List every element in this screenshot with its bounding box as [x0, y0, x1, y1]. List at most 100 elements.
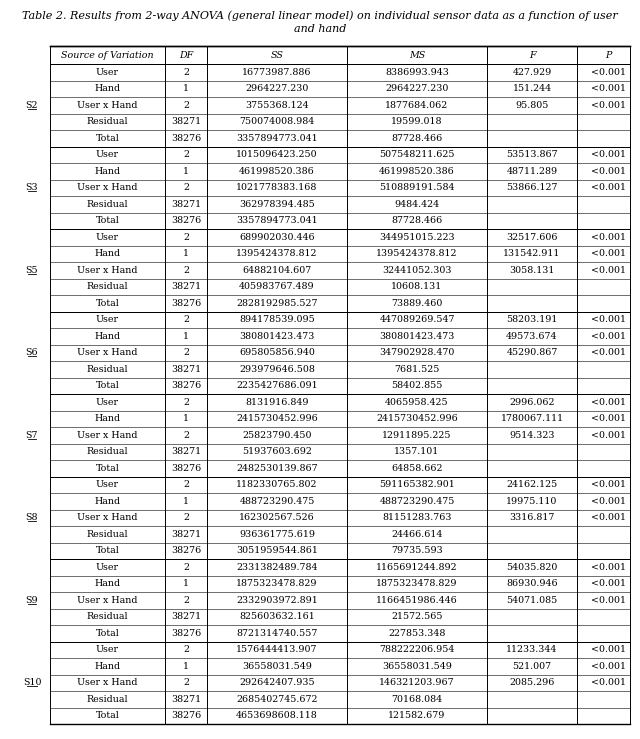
Text: 54035.820: 54035.820 [506, 563, 557, 572]
Text: Residual: Residual [86, 447, 128, 456]
Text: 1: 1 [183, 415, 189, 423]
Text: User: User [96, 563, 119, 572]
Text: 293979646.508: 293979646.508 [239, 365, 315, 374]
Text: <0.001: <0.001 [591, 233, 626, 242]
Text: 405983767.489: 405983767.489 [239, 282, 315, 291]
Text: <0.001: <0.001 [591, 167, 626, 176]
Text: 38271: 38271 [171, 200, 201, 208]
Text: <0.001: <0.001 [591, 316, 626, 324]
Text: DF: DF [179, 50, 193, 60]
Text: 1875323478.829: 1875323478.829 [236, 579, 317, 588]
Text: 24162.125: 24162.125 [506, 480, 557, 489]
Text: 488723290.475: 488723290.475 [380, 497, 454, 505]
Text: User: User [96, 68, 119, 77]
Text: 362978394.485: 362978394.485 [239, 200, 315, 208]
Text: 4065958.425: 4065958.425 [385, 398, 449, 406]
Text: 1395424378.812: 1395424378.812 [376, 249, 458, 258]
Text: 1015096423.250: 1015096423.250 [236, 150, 318, 159]
Text: 2: 2 [183, 645, 189, 654]
Text: 1395424378.812: 1395424378.812 [236, 249, 317, 258]
Text: Residual: Residual [86, 695, 128, 704]
Text: 1165691244.892: 1165691244.892 [376, 563, 458, 572]
Text: 380801423.473: 380801423.473 [239, 332, 315, 341]
Text: 2331382489.784: 2331382489.784 [236, 563, 317, 572]
Text: 1: 1 [183, 249, 189, 258]
Text: 24466.614: 24466.614 [391, 530, 443, 539]
Text: Hand: Hand [95, 167, 120, 176]
Text: 64858.662: 64858.662 [391, 464, 443, 473]
Text: 2: 2 [183, 431, 189, 440]
Text: 79735.593: 79735.593 [391, 546, 443, 555]
Text: 2: 2 [183, 678, 189, 687]
Text: Residual: Residual [86, 282, 128, 291]
Text: <0.001: <0.001 [591, 497, 626, 505]
Text: 2: 2 [183, 316, 189, 324]
Text: Total: Total [95, 217, 120, 225]
Text: User: User [96, 316, 119, 324]
Text: 70168.084: 70168.084 [392, 695, 443, 704]
Text: 10608.131: 10608.131 [392, 282, 443, 291]
Text: User x Hand: User x Hand [77, 678, 138, 687]
Text: 3357894773.041: 3357894773.041 [236, 217, 318, 225]
Text: 1182330765.802: 1182330765.802 [236, 480, 317, 489]
Text: 2: 2 [183, 101, 189, 110]
Text: 32441052.303: 32441052.303 [382, 266, 452, 275]
Text: Total: Total [95, 546, 120, 555]
Text: <0.001: <0.001 [591, 150, 626, 159]
Text: 51937603.692: 51937603.692 [242, 447, 312, 456]
Text: 36558031.549: 36558031.549 [242, 661, 312, 671]
Text: 1: 1 [183, 497, 189, 505]
Text: 689902030.446: 689902030.446 [239, 233, 315, 242]
Text: 510889191.584: 510889191.584 [380, 183, 455, 192]
Text: 461998520.386: 461998520.386 [379, 167, 455, 176]
Text: 507548211.625: 507548211.625 [380, 150, 455, 159]
Text: 48711.289: 48711.289 [506, 167, 557, 176]
Text: Total: Total [95, 299, 120, 307]
Text: 73889.460: 73889.460 [391, 299, 443, 307]
Text: 894178539.095: 894178539.095 [239, 316, 315, 324]
Text: S5: S5 [26, 266, 38, 275]
Text: 1: 1 [183, 661, 189, 671]
Text: 38276: 38276 [171, 381, 201, 390]
Text: 227853.348: 227853.348 [388, 629, 445, 638]
Text: 788222206.954: 788222206.954 [380, 645, 454, 654]
Text: 2482530139.867: 2482530139.867 [236, 464, 318, 473]
Text: Total: Total [95, 629, 120, 638]
Text: 380801423.473: 380801423.473 [380, 332, 454, 341]
Text: 162302567.526: 162302567.526 [239, 514, 315, 522]
Text: 1: 1 [183, 579, 189, 588]
Text: 3357894773.041: 3357894773.041 [236, 134, 318, 143]
Text: 146321203.967: 146321203.967 [379, 678, 455, 687]
Text: 2: 2 [183, 514, 189, 522]
Text: 2: 2 [183, 183, 189, 192]
Text: <0.001: <0.001 [591, 480, 626, 489]
Text: Residual: Residual [86, 200, 128, 208]
Text: 3316.817: 3316.817 [509, 514, 555, 522]
Text: 1576444413.907: 1576444413.907 [236, 645, 317, 654]
Text: Total: Total [95, 711, 120, 721]
Text: <0.001: <0.001 [591, 579, 626, 588]
Text: 1166451986.446: 1166451986.446 [376, 596, 458, 605]
Text: <0.001: <0.001 [591, 596, 626, 605]
Text: 825603632.161: 825603632.161 [239, 612, 315, 621]
Text: 64882104.607: 64882104.607 [243, 266, 312, 275]
Text: 87728.466: 87728.466 [392, 217, 443, 225]
Text: S2: S2 [26, 101, 38, 110]
Text: User: User [96, 645, 119, 654]
Text: User: User [96, 150, 119, 159]
Text: 38276: 38276 [171, 546, 201, 555]
Text: 2415730452.996: 2415730452.996 [376, 415, 458, 423]
Text: User: User [96, 398, 119, 406]
Text: MS: MS [409, 50, 425, 60]
Text: <0.001: <0.001 [591, 398, 626, 406]
Text: 3755368.124: 3755368.124 [245, 101, 309, 110]
Text: Residual: Residual [86, 365, 128, 374]
Text: 16773987.886: 16773987.886 [243, 68, 312, 77]
Text: User x Hand: User x Hand [77, 348, 138, 357]
Text: 38276: 38276 [171, 134, 201, 143]
Text: 58402.855: 58402.855 [391, 381, 443, 390]
Text: 447089269.547: 447089269.547 [380, 316, 455, 324]
Text: 2085.296: 2085.296 [509, 678, 555, 687]
Text: 1877684.062: 1877684.062 [385, 101, 449, 110]
Text: 1875323478.829: 1875323478.829 [376, 579, 458, 588]
